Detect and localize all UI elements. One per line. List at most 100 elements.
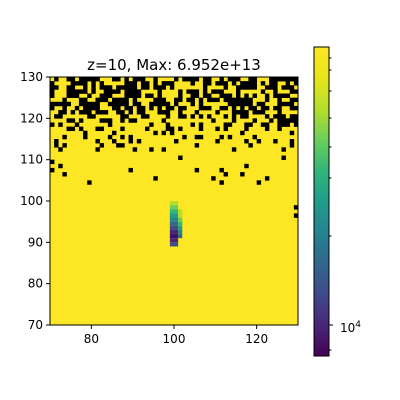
missing-cell: [182, 77, 187, 82]
missing-cell: [136, 105, 142, 111]
missing-cell: [227, 77, 233, 82]
missing-cell: [153, 81, 158, 86]
x-tick-label: 100: [163, 332, 186, 346]
missing-cell: [157, 89, 162, 94]
missing-cell: [289, 143, 295, 148]
missing-cell: [231, 114, 237, 119]
missing-cell: [120, 134, 125, 140]
missing-cell: [128, 118, 133, 123]
missing-cell: [198, 101, 204, 107]
missing-cell: [87, 114, 92, 119]
missing-cell: [107, 89, 113, 94]
missing-cell: [215, 110, 220, 115]
missing-cell: [182, 134, 187, 140]
missing-cell: [231, 101, 237, 107]
missing-cell: [252, 85, 257, 90]
missing-cell: [78, 126, 84, 132]
missing-cell: [178, 155, 183, 160]
missing-cell: [260, 105, 266, 111]
missing-cell: [153, 130, 158, 136]
missing-cell: [62, 134, 67, 140]
missing-cell: [277, 101, 282, 107]
missing-cell: [50, 85, 55, 90]
missing-cell: [260, 110, 266, 115]
missing-cell: [223, 105, 229, 111]
missing-cell: [99, 143, 105, 148]
missing-cell: [256, 180, 262, 185]
streak-cell: [178, 234, 183, 239]
missing-cell: [178, 110, 183, 115]
missing-cell: [248, 81, 253, 86]
missing-cell: [223, 126, 229, 132]
missing-cell: [231, 105, 237, 111]
missing-cell: [277, 126, 282, 132]
missing-cell: [236, 101, 241, 107]
missing-cell: [116, 110, 121, 115]
y-tick-label: 100: [20, 194, 43, 208]
missing-cell: [149, 93, 154, 98]
missing-cell: [66, 101, 71, 107]
missing-cell: [273, 139, 278, 144]
missing-cell: [62, 172, 67, 177]
missing-cell: [285, 122, 291, 127]
missing-cell: [87, 105, 92, 111]
missing-cell: [256, 101, 262, 107]
missing-cell: [252, 110, 257, 115]
missing-cell: [112, 77, 117, 82]
missing-cell: [277, 122, 282, 127]
streak-cell: [178, 213, 183, 218]
missing-cell: [50, 167, 55, 173]
missing-cell: [190, 81, 195, 86]
missing-cell: [161, 118, 167, 123]
missing-cell: [178, 97, 183, 103]
missing-cell: [269, 77, 274, 82]
missing-cell: [231, 77, 237, 82]
missing-cell: [62, 143, 67, 148]
missing-cell: [260, 81, 266, 86]
missing-cell: [99, 118, 105, 123]
missing-cell: [293, 105, 299, 111]
missing-cell: [140, 85, 146, 90]
missing-cell: [215, 126, 220, 132]
missing-cell: [169, 105, 175, 111]
missing-cell: [178, 89, 183, 94]
missing-cell: [132, 147, 138, 152]
missing-cell: [132, 89, 138, 94]
missing-cell: [70, 93, 76, 98]
missing-cell: [116, 77, 121, 82]
missing-cell: [182, 114, 187, 119]
missing-cell: [50, 159, 55, 165]
missing-cell: [244, 101, 249, 107]
missing-cell: [264, 122, 270, 127]
missing-cell: [202, 81, 208, 86]
missing-cell: [58, 163, 63, 169]
missing-cell: [87, 93, 92, 98]
missing-cell: [231, 118, 237, 123]
missing-cell: [277, 114, 282, 119]
missing-cell: [83, 134, 88, 140]
streak-cell: [169, 213, 179, 218]
missing-cell: [260, 122, 266, 127]
missing-cell: [252, 81, 257, 86]
missing-cell: [112, 101, 117, 107]
missing-cell: [149, 122, 154, 127]
missing-cell: [107, 122, 113, 127]
missing-cell: [174, 101, 179, 107]
missing-cell: [190, 101, 195, 107]
colorbar-ticks: [329, 57, 333, 351]
missing-cell: [264, 114, 270, 119]
missing-cell: [240, 172, 245, 177]
missing-cell: [240, 105, 245, 111]
missing-cell: [289, 101, 295, 107]
missing-cell: [165, 114, 171, 119]
missing-cell: [178, 114, 183, 119]
missing-cell: [157, 93, 162, 98]
missing-cell: [190, 97, 195, 103]
missing-cell: [120, 101, 125, 107]
missing-cell: [78, 89, 84, 94]
missing-cell: [66, 93, 71, 98]
missing-cell: [231, 81, 237, 86]
streak-cell: [178, 229, 183, 235]
missing-cell: [236, 77, 241, 82]
missing-cell: [227, 101, 233, 107]
